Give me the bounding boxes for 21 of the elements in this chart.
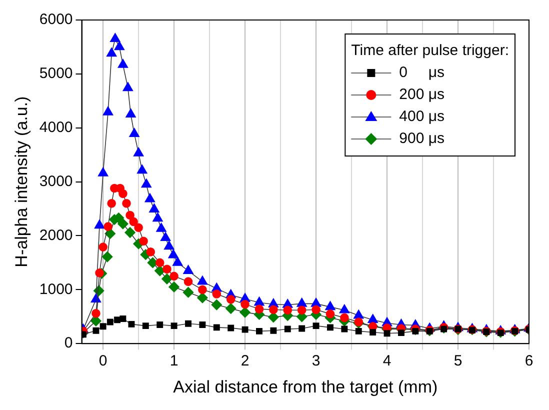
y-tick-label: 4000 (39, 119, 73, 136)
y-axis-title: H-alpha intensity (a.u.) (12, 96, 31, 268)
y-tick-label: 0 (64, 334, 73, 352)
y-tick-label: 6000 (39, 11, 73, 28)
x-tick-label: 6 (524, 352, 534, 370)
x-tick-label: 5 (454, 352, 462, 370)
legend-label: 200 μs (399, 86, 445, 104)
legend-label: 900 μs (399, 130, 445, 148)
y-tick-label: 2000 (39, 226, 73, 244)
y-tick-label: 5000 (39, 65, 73, 82)
x-tick-label: 0 (98, 352, 108, 370)
legend-label: 0 μs (399, 64, 444, 82)
x-axis-title: Axial distance from the target (mm) (173, 377, 438, 396)
x-tick-label: 3 (312, 352, 320, 370)
y-tick-label: 1000 (39, 280, 73, 298)
y-tick-label: 3000 (39, 172, 73, 190)
x-tick-label: 2 (240, 352, 250, 370)
legend-title: Time after pulse trigger: (351, 42, 510, 60)
x-tick-label: 1 (170, 352, 178, 370)
x-tick-label: 4 (382, 352, 392, 370)
legend-label: 400 μs (399, 108, 445, 126)
